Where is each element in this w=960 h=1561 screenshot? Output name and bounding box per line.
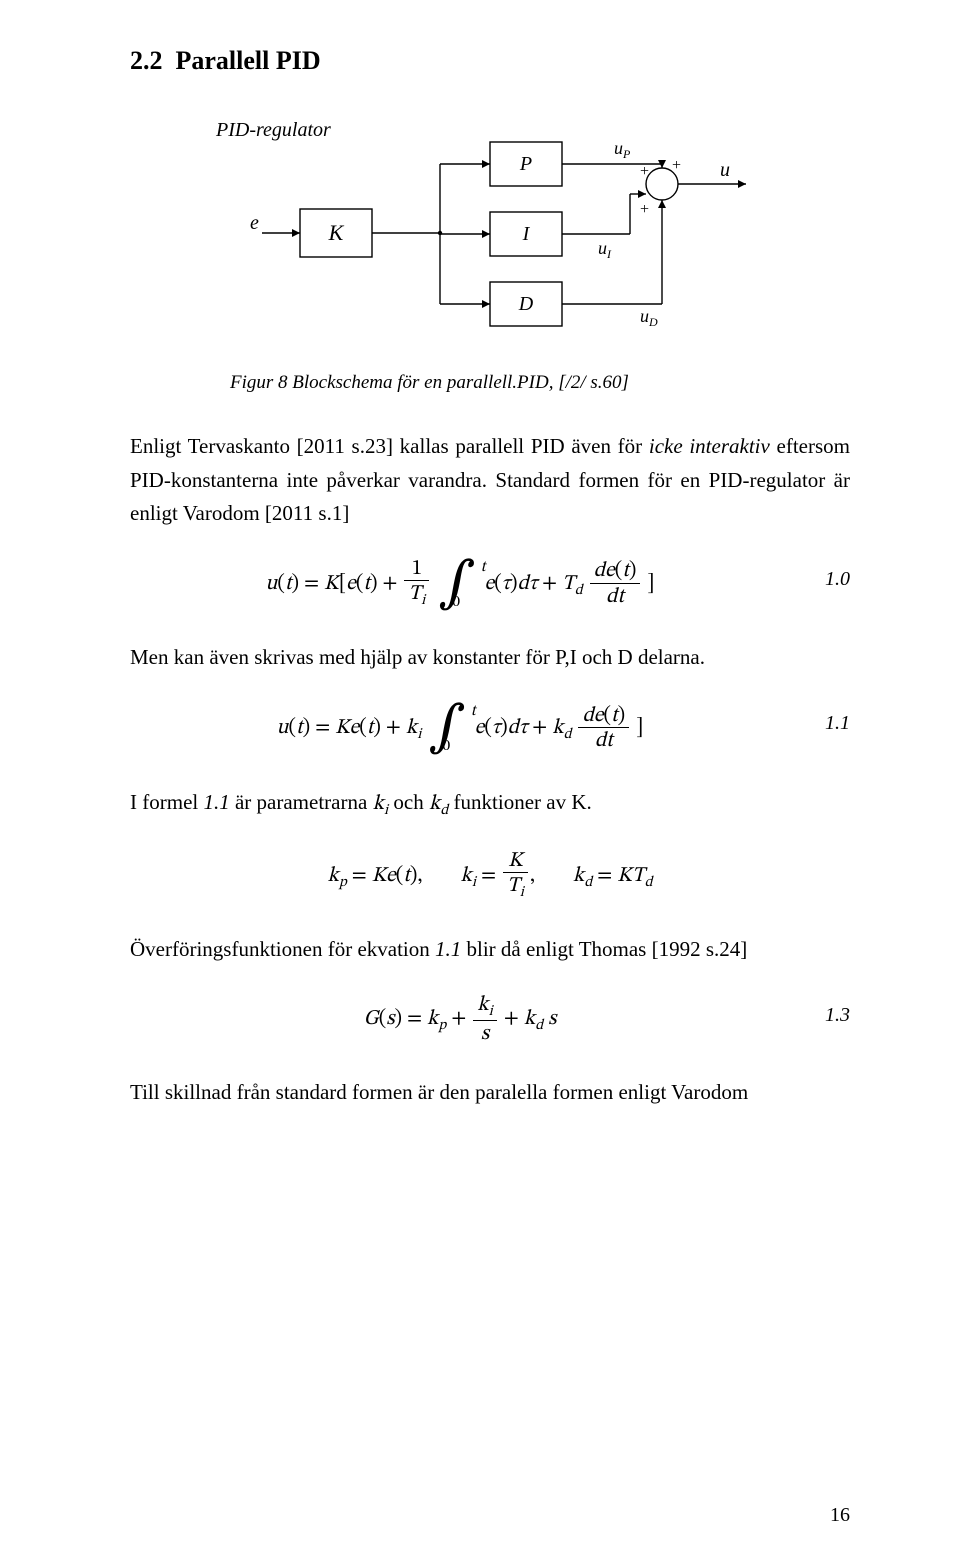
block-k-label: K [328,220,345,245]
p3-c: och [388,790,429,814]
eq-number-1-0: 1.0 [790,557,850,595]
p3-d: funktioner av K. [448,790,591,814]
block-d-label: D [518,293,534,315]
p3-a: I formel [130,790,203,814]
input-e-label: e [250,212,259,234]
p3-i1: 1.1 [203,790,229,814]
paragraph-4: Överföringsfunktionen för ekvation 1.1 b… [130,933,850,967]
figure-caption: Figur 8 Blockschema för en parallell.PID… [230,368,850,398]
page-number: 16 [830,1499,850,1531]
page: 2.2 Parallell PID PID-regulator e K [0,0,960,1561]
paragraph-1: Enligt Tervaskanto [2011 s.23] kallas pa… [130,430,850,531]
p1-a: Enligt Tervaskanto [2011 s.23] kallas pa… [130,434,649,458]
p4-b: blir då enligt Thomas [1992 s.24] [461,937,747,961]
regulator-label: PID-regulator [215,119,331,141]
paragraph-3: I formel 1.1 är parametrarna ki och kd f… [130,786,850,824]
section-number: 2.2 [130,46,163,75]
output-u-label: u [720,159,730,181]
eq-number-1-1: 1.1 [790,701,850,739]
p4-i1: 1.1 [435,937,461,961]
p1-italic: icke interaktiv [649,434,777,458]
sum-sign-bottom: + [640,201,649,218]
paragraph-2: Men kan även skrivas med hjälp av konsta… [130,641,850,675]
sum-sign-left: + [640,163,649,180]
figure-pid-blockdiagram: PID-regulator e K [130,114,850,398]
paragraph-5: Till skillnad från standard formen är de… [130,1076,850,1110]
block-i-label: I [522,223,531,245]
block-p-label: P [519,153,532,175]
equation-1-0: u(t) = K[e(t) + 1Ti t∫0 e(τ)dτ + Td de(t… [130,557,850,612]
equation-1-3: G(s) = kp + kis + kd s 1.3 [130,993,850,1047]
equation-1-1: u(t) = Ke(t) + ki t∫0 e(τ)dτ + kd de(t)d… [130,701,850,756]
sum-sign-top: + [672,157,681,174]
equation-kpkikd: kp = Ke(t), ki = KTi, kd = KTd [130,849,850,903]
section-title: Parallell PID [176,46,321,75]
eq-number-1-3: 1.3 [790,993,850,1031]
pid-diagram-svg: PID-regulator e K [210,114,770,354]
p4-a: Överföringsfunktionen för ekvation [130,937,435,961]
p3-b: är parametrarna [230,790,373,814]
section-heading: 2.2 Parallell PID [130,40,850,82]
